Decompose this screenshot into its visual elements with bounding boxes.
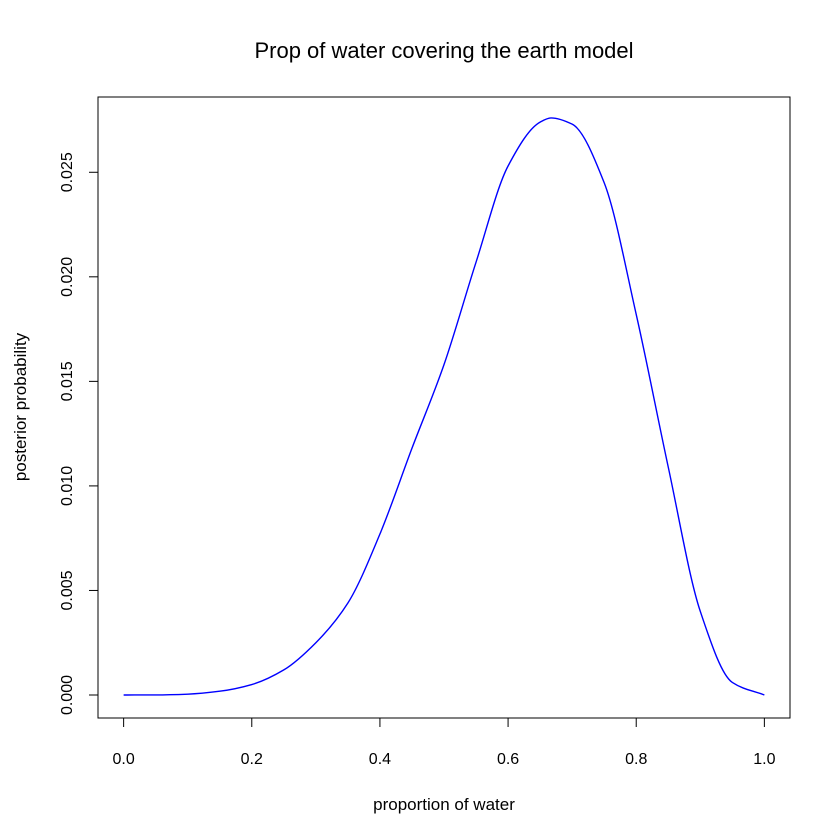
x-tick-label: 0.0: [113, 751, 135, 768]
y-tick-label: 0.025: [59, 152, 76, 192]
y-tick-label: 0.010: [59, 466, 76, 506]
y-tick-label: 0.000: [59, 675, 76, 715]
x-axis-label: proportion of water: [373, 795, 515, 814]
x-tick-label: 0.6: [497, 751, 519, 768]
plot-frame: [97, 96, 791, 719]
x-tick-label: 0.4: [369, 751, 391, 768]
chart-title: Prop of water covering the earth model: [254, 38, 633, 63]
x-tick-label: 1.0: [753, 751, 775, 768]
y-axis-label: posterior probability: [11, 332, 30, 481]
x-tick-label: 0.2: [241, 751, 263, 768]
y-tick-label: 0.005: [59, 570, 76, 610]
y-tick-label: 0.015: [59, 361, 76, 401]
series-line-0: [123, 117, 765, 696]
series-layer: [123, 117, 765, 696]
y-tick-label: 0.020: [59, 257, 76, 297]
x-axis: 0.0 0.2 0.4 0.6 0.8 1.0: [113, 717, 776, 768]
x-tick-label: 0.8: [625, 751, 647, 768]
y-axis: 0.000 0.005 0.010 0.015 0.020 0.025: [59, 152, 99, 715]
